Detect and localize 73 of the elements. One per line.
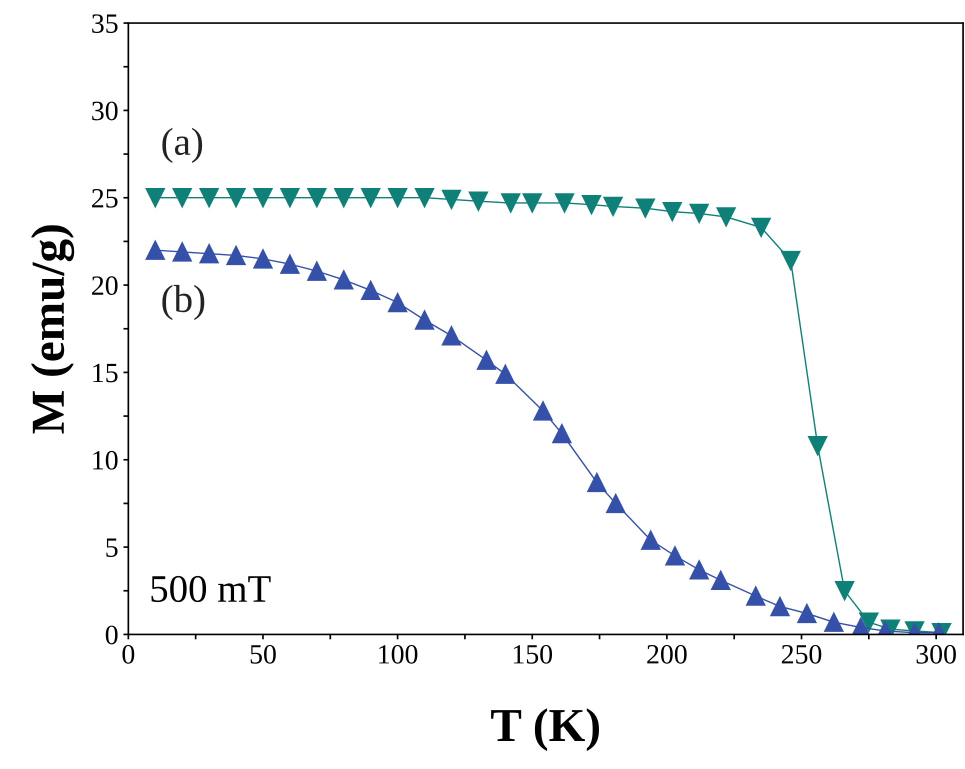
point [476,350,496,370]
x-tick-label: 0 [122,644,134,664]
x-tick-label: 250 [782,644,822,664]
point [662,202,682,222]
point [146,188,165,208]
point [414,188,434,208]
point [689,560,709,580]
point [751,218,771,238]
point [859,612,879,632]
point [824,612,844,632]
y-tick-label: 5 [106,538,118,557]
point [808,436,828,456]
point [636,198,656,218]
x-tick-label: 50 [250,644,276,664]
y-tick-label: 20 [92,276,118,295]
point [307,188,327,208]
y-tick-label: 25 [92,188,118,208]
point [641,530,660,550]
point [146,240,165,260]
x-tick-label: 150 [514,644,552,664]
y-tick-label: 30 [92,102,118,120]
point [442,326,462,346]
point [388,292,408,312]
point [603,196,623,216]
point [199,188,219,208]
y-tick-label: 15 [93,364,118,382]
point [307,261,327,281]
x-axis-title: T (K) [491,708,599,752]
point [280,188,300,208]
point [711,570,730,590]
point [689,204,709,224]
point [746,586,766,606]
point [834,581,854,600]
point [360,188,380,208]
point [253,249,273,269]
point [199,244,219,264]
y-axis-title: M (emu/g) [30,225,74,434]
point [582,195,602,214]
point [442,190,462,210]
annotation: 500 mT [151,576,271,602]
x-tick-label: 100 [379,644,418,664]
x-tick-label: 200 [647,644,687,664]
series-label: (a) [162,128,202,163]
x-tick-label: 300 [916,644,956,664]
point [606,494,626,514]
point [360,280,380,300]
y-tick-label: 10 [93,450,118,470]
point [522,193,542,213]
point [533,401,553,421]
point [770,596,790,616]
point [414,310,434,330]
point [552,424,572,444]
point [554,193,574,213]
point [334,188,354,208]
point [797,604,817,624]
point [280,254,300,274]
point [334,270,354,290]
point [388,188,408,208]
point [716,207,736,227]
point [665,546,685,566]
point [226,188,246,208]
series-label: (b) [162,284,204,320]
y-tick-label: 0 [106,626,118,644]
point [587,472,607,492]
point [226,246,246,266]
point [468,192,488,211]
point [500,193,520,213]
point [172,188,192,208]
point [253,188,273,208]
point [172,242,192,262]
point [781,250,800,270]
y-tick-label: 35 [92,14,118,33]
point [496,364,516,384]
